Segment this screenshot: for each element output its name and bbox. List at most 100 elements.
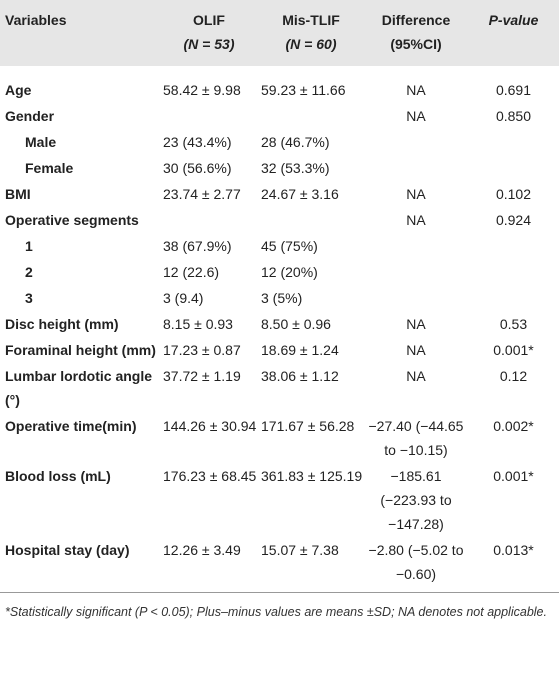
table-row: Operative time(min) 144.26 ± 30.94 171.67 … [0,413,559,463]
table-row: Hospital stay (day) 12.26 ± 3.49 15.07 ± 7… [0,537,559,593]
header-name: Mis-TLIF [282,12,340,28]
table-cell [364,233,468,259]
table-cell [364,259,468,285]
table-row: BMI 23.74 ± 2.77 24.67 ± 3.16 NA 0.102 [0,181,559,207]
table-cell: 0.013* [468,537,559,593]
table-cell: 58.42 ± 9.98 [163,82,241,98]
table-cell: 3 (9.4) [163,290,204,306]
table-cell: 12 (20%) [261,264,318,280]
table-cell: 17.23 ± 0.87 [163,342,241,358]
sub-row: 2 12 (22.6) 12 (20%) [0,259,559,285]
table-row: Lumbar lordotic angle (°) 37.72 ± 1.19 38.… [0,363,559,413]
row-label: 2 [25,264,33,280]
table-cell: NA [406,342,426,358]
table-cell [468,155,559,181]
sub-row: 1 38 (67.9%) 45 (75%) [0,233,559,259]
row-label: Foraminal height (mm) [5,342,156,358]
table-cell: 28 (46.7%) [261,134,330,150]
table-cell: 0.001* [493,342,534,358]
table-cell: NA [406,108,426,124]
table-cell: 361.83 ± 125.19 [261,468,363,484]
table-cell: 18.69 ± 1.24 [261,342,339,358]
table-cell [468,129,559,155]
sub-row: Female 30 (56.6%) 32 (53.3%) [0,155,559,181]
header-cell: Mis-TLIF (N = 60) [258,0,364,66]
table-row: Blood loss (mL) 176.23 ± 68.45 361.83 ± 12… [0,463,559,537]
table-container: Variables OLIF (N = 53) Mis-TLIF (N = 60) Dif… [0,0,559,619]
table-cell: −27.40 (−44.65 to −10.15) [368,418,464,458]
row-label: Disc height (mm) [5,316,119,332]
header-sub: (N = 53) [183,36,235,52]
table-row: Foraminal height (mm) 17.23 ± 0.87 18.69 ±… [0,337,559,363]
table-body: Age 58.42 ± 9.98 59.23 ± 11.66 NA 0.691 Gende… [0,66,559,593]
row-label: Female [25,160,74,176]
table-cell: 3 (5%) [261,290,303,306]
table-cell: 8.15 ± 0.93 [163,316,233,332]
table-cell: −2.80 (−5.02 to −0.60) [364,537,468,593]
table-row: Disc height (mm) 8.15 ± 0.93 8.50 ± 0.96 NA… [0,311,559,337]
row-label: Hospital stay (day) [0,537,160,593]
table-cell [468,259,559,285]
table-cell [364,155,468,181]
table-cell: 32 (53.3%) [261,160,330,176]
table-cell: 8.50 ± 0.96 [261,316,331,332]
table-cell: 38.06 ± 1.12 [261,368,339,384]
table-cell: NA [406,316,426,332]
table-cell: 12 (22.6) [163,264,220,280]
table-cell: 0.53 [499,316,528,332]
row-label: Operative segments [5,212,139,228]
header-row: Variables OLIF (N = 53) Mis-TLIF (N = 60) Dif… [0,0,559,66]
table-cell: 144.26 ± 30.94 [163,418,257,434]
header-cell: Variables [0,0,160,66]
header-cell: P-value [468,0,559,66]
table-cell: 171.67 ± 56.28 [261,418,355,434]
table-cell: 12.26 ± 3.49 [160,537,258,593]
table-row: Gender NA 0.850 [0,103,559,129]
header-sub: (95%CI) [390,36,442,52]
table-cell: 23.74 ± 2.77 [163,186,241,202]
table-cell: NA [406,186,426,202]
row-label: Male [25,134,57,150]
table-cell [364,129,468,155]
header-cell: OLIF (N = 53) [160,0,258,66]
header-name: P-value [488,12,539,28]
table-cell: 45 (75%) [261,238,318,254]
footnote: *Statistically significant (P < 0.05); P… [5,605,547,619]
table-cell: 0.001* [493,468,534,484]
row-label: Lumbar lordotic angle (°) [5,368,153,408]
table-cell: 0.850 [495,108,532,124]
table-cell: 0.002* [493,418,534,434]
table-cell: −185.61 (−223.93 to −147.28) [380,468,452,532]
table-cell: NA [406,212,426,228]
header-cell: Difference (95%CI) [364,0,468,66]
header-sub: (N = 60) [285,36,337,52]
row-label: Operative time(min) [5,418,137,434]
table-cell [364,285,468,311]
table-cell: 0.924 [495,212,532,228]
row-label: 3 [25,290,33,306]
row-label: 1 [25,238,33,254]
table-cell [258,103,364,129]
table-cell [468,233,559,259]
table-cell: 38 (67.9%) [163,238,232,254]
data-table: Variables OLIF (N = 53) Mis-TLIF (N = 60) Dif… [0,0,559,593]
table-cell [160,103,258,129]
table-row: Operative segments NA 0.924 [0,207,559,233]
header-name: OLIF [193,12,225,28]
table-cell: 176.23 ± 68.45 [163,468,257,484]
table-cell: 0.12 [499,368,528,384]
sub-row: 3 3 (9.4) 3 (5%) [0,285,559,311]
sub-row: Male 23 (43.4%) 28 (46.7%) [0,129,559,155]
table-cell: 24.67 ± 3.16 [261,186,339,202]
table-cell [160,207,258,233]
table-cell: 0.691 [495,82,532,98]
table-cell [258,207,364,233]
table-cell: 37.72 ± 1.19 [163,368,241,384]
table-row: Age 58.42 ± 9.98 59.23 ± 11.66 NA 0.691 [0,66,559,103]
header-name: Variables [5,12,67,28]
row-label: Age [5,82,32,98]
table-cell: 0.102 [495,186,532,202]
row-label: BMI [5,186,31,202]
row-label: Blood loss (mL) [5,468,111,484]
